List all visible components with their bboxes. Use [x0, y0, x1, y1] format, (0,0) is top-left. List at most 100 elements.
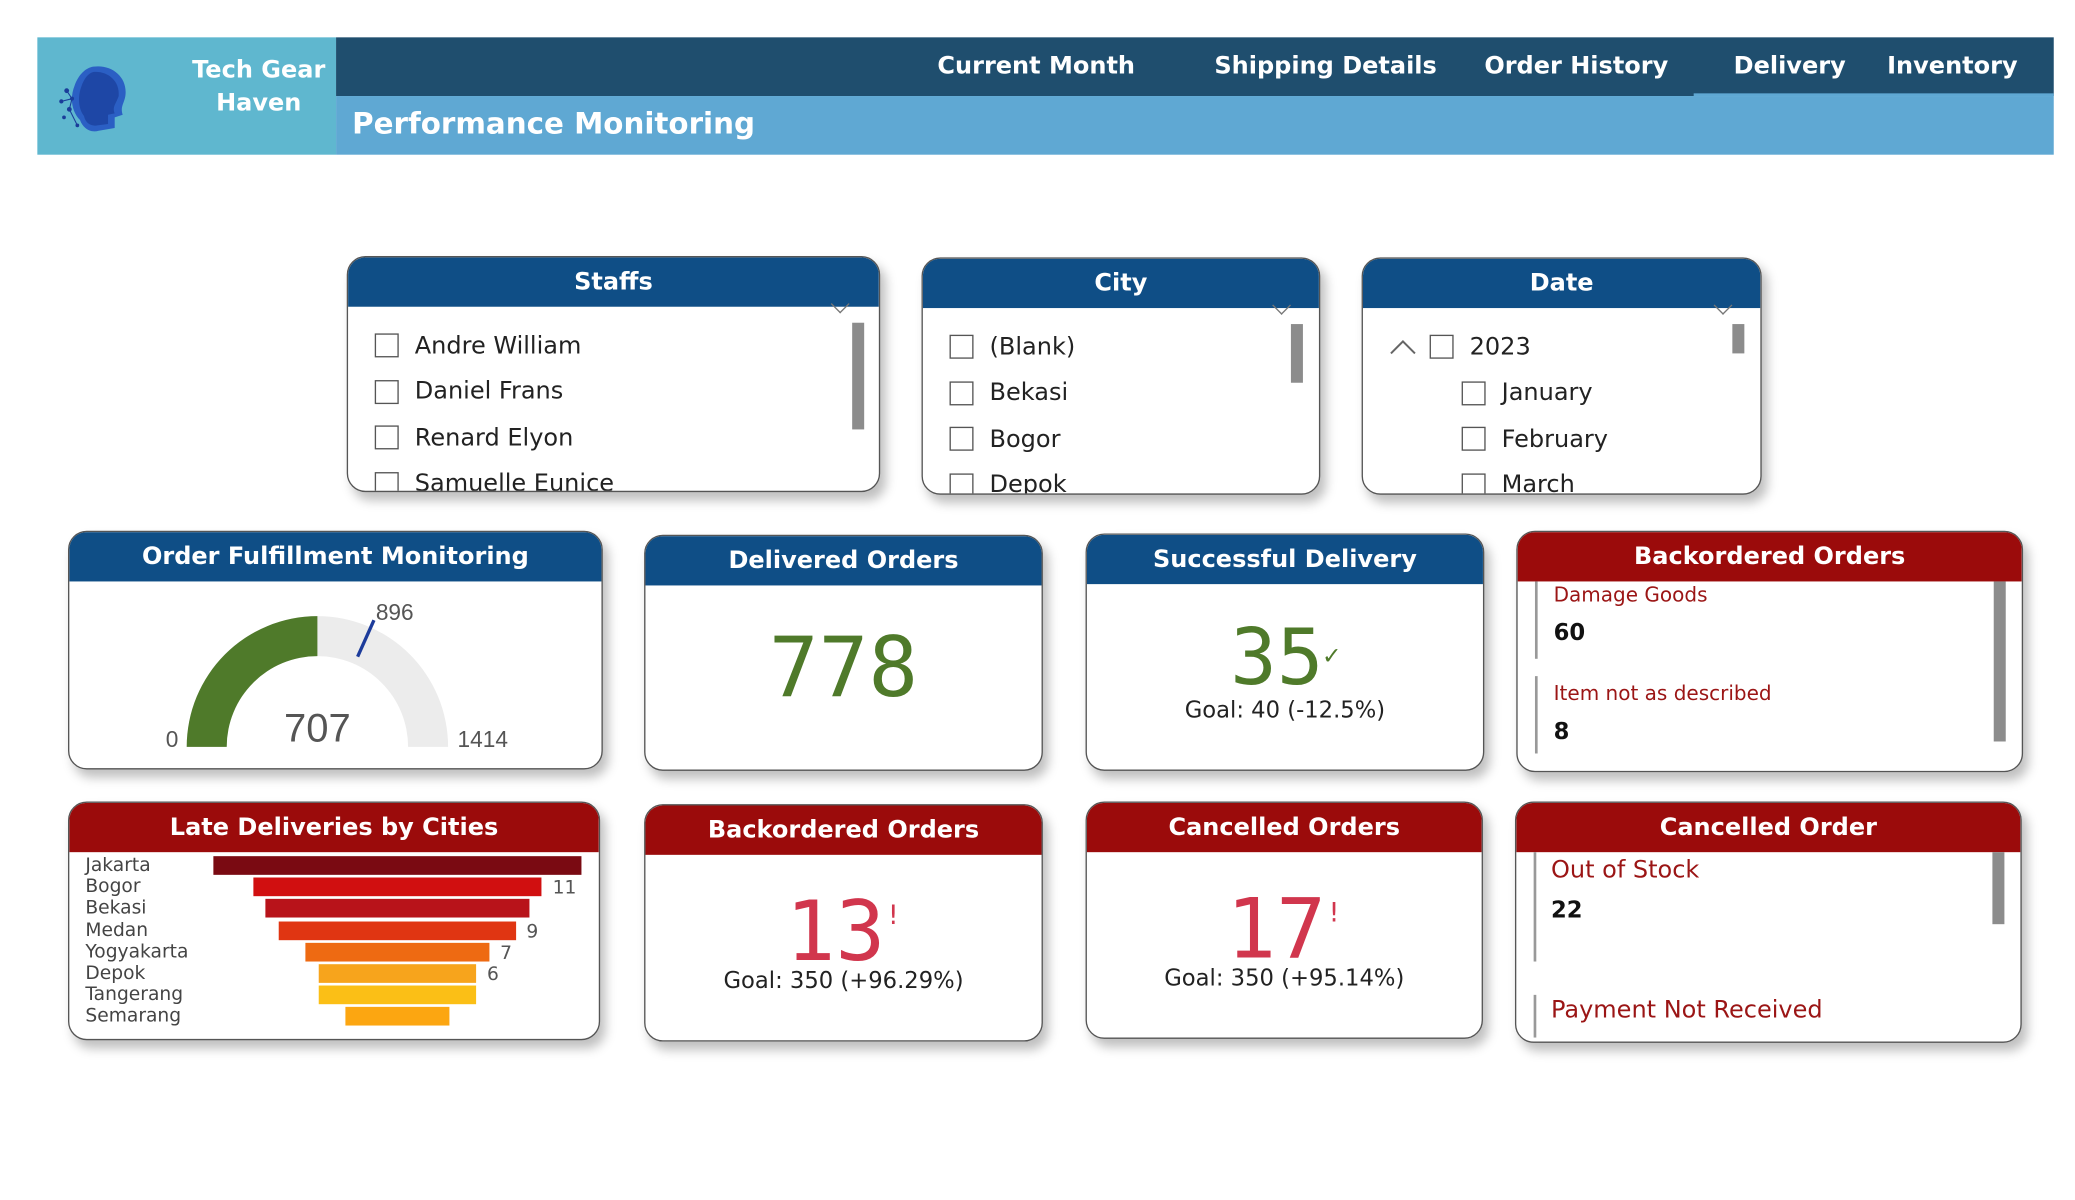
successful-delivery-title: Successful Delivery	[1086, 534, 1483, 585]
city-option[interactable]: Depok	[949, 462, 1279, 494]
staff-option-label: Renard Elyon	[414, 423, 574, 452]
checkbox[interactable]	[949, 427, 974, 452]
backorder-reason-value: 60	[1553, 620, 1586, 647]
alert-icon: !	[1325, 896, 1343, 929]
checkbox[interactable]	[374, 425, 399, 450]
slicer-scrollbar[interactable]	[852, 322, 865, 430]
card-scrollbar[interactable]	[1992, 852, 2005, 925]
city-option[interactable]: Bogor	[949, 416, 1279, 462]
late-city-label: Bekasi	[85, 898, 147, 920]
checkbox[interactable]	[374, 379, 399, 404]
checkbox[interactable]	[949, 335, 974, 360]
brand-name-line2: Haven	[216, 89, 302, 118]
staff-option-label: Daniel Frans	[414, 377, 564, 406]
city-option[interactable]: Bekasi	[949, 370, 1279, 416]
date-slicer[interactable]: Date 2023 January February March	[1361, 257, 1762, 495]
brand-logo-icon	[59, 66, 126, 132]
gauge-target-line	[356, 619, 376, 658]
checkbox[interactable]	[949, 473, 974, 494]
successful-delivery-kpi: 35✓	[1087, 612, 1483, 703]
cancelled-orders-kpi: 17!	[1087, 880, 1482, 977]
checkbox[interactable]	[1429, 335, 1454, 360]
cancelled-orders-value: 17	[1226, 880, 1326, 978]
order-fulfillment-title: Order Fulfillment Monitoring	[69, 532, 602, 582]
late-delivery-bar[interactable]	[265, 899, 529, 919]
brand-name-line1: Tech Gear	[192, 56, 326, 85]
backordered-orders-value: 13	[785, 882, 886, 981]
backorder-reason-value: 8	[1553, 718, 1570, 746]
checkbox[interactable]	[1461, 427, 1486, 452]
late-delivery-bar[interactable]	[252, 877, 542, 897]
date-month-option[interactable]: February	[1390, 416, 1721, 462]
staff-option[interactable]: Renard Elyon	[374, 415, 839, 461]
staff-option[interactable]: Daniel Frans	[374, 369, 839, 415]
staff-option-label: Andre William	[414, 331, 582, 360]
late-city-label: Semarang	[85, 1006, 182, 1028]
late-delivery-bar[interactable]	[213, 856, 582, 875]
late-delivery-data-label: 7	[500, 942, 512, 964]
city-option-label: Bogor	[989, 425, 1061, 454]
staffs-slicer[interactable]: Staffs Andre William Daniel Frans Renard…	[346, 256, 881, 493]
date-month-label: January	[1501, 379, 1593, 408]
city-option[interactable]: (Blank)	[949, 324, 1279, 370]
date-year-option[interactable]: 2023	[1390, 324, 1721, 370]
late-deliveries-title: Late Deliveries by Cities	[69, 802, 599, 853]
brand-name: Tech Gear Haven	[165, 53, 352, 120]
checkbox[interactable]	[1461, 381, 1486, 406]
date-year-label: 2023	[1469, 333, 1531, 362]
gauge-min-label: 0	[166, 726, 179, 752]
late-deliveries-card: Late Deliveries by Cities Jakarta Bogor 11…	[68, 801, 601, 1041]
divider	[1533, 994, 1537, 1038]
staff-option[interactable]: Andre William	[374, 323, 839, 369]
city-slicer-title: City	[922, 258, 1319, 309]
late-delivery-bar[interactable]	[305, 942, 490, 962]
date-slicer-title: Date	[1362, 258, 1761, 309]
date-month-option[interactable]: January	[1390, 370, 1721, 416]
nav-delivery[interactable]: Delivery	[1733, 52, 1846, 81]
successful-delivery-value: 35	[1230, 612, 1324, 703]
late-delivery-data-label: 9	[526, 920, 539, 943]
date-month-option[interactable]: March	[1390, 462, 1721, 495]
backordered-detail-title: Backordered Orders	[1517, 532, 2022, 582]
nav-shipping-details[interactable]: Shipping Details	[1214, 52, 1437, 81]
city-slicer[interactable]: City (Blank) Bekasi Bogor Depok	[921, 257, 1321, 495]
nav-inventory[interactable]: Inventory	[1887, 52, 2018, 81]
late-delivery-bar[interactable]	[318, 964, 477, 983]
gauge-max-label: 1414	[458, 726, 508, 752]
backordered-orders-kpi: 13!	[645, 883, 1041, 980]
backordered-detail-card: Backordered Orders Damage Goods 60 Item …	[1516, 530, 2024, 773]
slicer-scrollbar[interactable]	[1732, 324, 1745, 354]
late-delivery-bar[interactable]	[318, 985, 477, 1005]
brand-block: Tech Gear Haven	[37, 37, 337, 155]
checkbox[interactable]	[374, 333, 399, 358]
cancelled-orders-goal: Goal: 350 (+95.14%)	[1164, 965, 1405, 993]
checkbox[interactable]	[1461, 473, 1486, 494]
chevron-up-icon[interactable]	[1390, 339, 1417, 355]
staff-option[interactable]: Samuelle Eunice	[374, 461, 839, 493]
nav-current-month-orders[interactable]: Current Month Orders	[937, 52, 1136, 139]
divider	[1534, 676, 1538, 754]
late-delivery-bar[interactable]	[279, 920, 516, 940]
slicer-scrollbar[interactable]	[1290, 324, 1303, 383]
delivered-orders-title: Delivered Orders	[645, 536, 1042, 586]
late-city-label: Bogor	[85, 876, 141, 898]
divider	[1534, 581, 1538, 659]
card-scrollbar[interactable]	[1993, 581, 2006, 742]
date-month-label: March	[1501, 471, 1575, 495]
late-city-label: Depok	[85, 962, 146, 985]
cancel-reason-label: Out of Stock	[1550, 856, 1700, 885]
checkbox[interactable]	[949, 381, 974, 406]
date-month-label: February	[1501, 425, 1609, 454]
backorder-reason-label: Damage Goods	[1553, 582, 1708, 607]
late-city-label: Medan	[85, 919, 149, 941]
late-delivery-data-label: 11	[552, 877, 577, 900]
divider	[1533, 852, 1537, 962]
fulfillment-gauge: 707 0 1414 896	[166, 599, 508, 752]
checkbox[interactable]	[374, 471, 399, 491]
late-delivery-bar[interactable]	[344, 1007, 450, 1027]
cancelled-orders-title: Cancelled Orders	[1086, 802, 1482, 853]
staff-option-label: Samuelle Eunice	[414, 469, 615, 493]
successful-delivery-goal: Goal: 40 (-12.5%)	[1184, 697, 1386, 725]
nav-order-history[interactable]: Order History	[1484, 52, 1669, 81]
cancelled-orders-card: Cancelled Orders 17! Goal: 350 (+95.14%)	[1085, 801, 1483, 1039]
